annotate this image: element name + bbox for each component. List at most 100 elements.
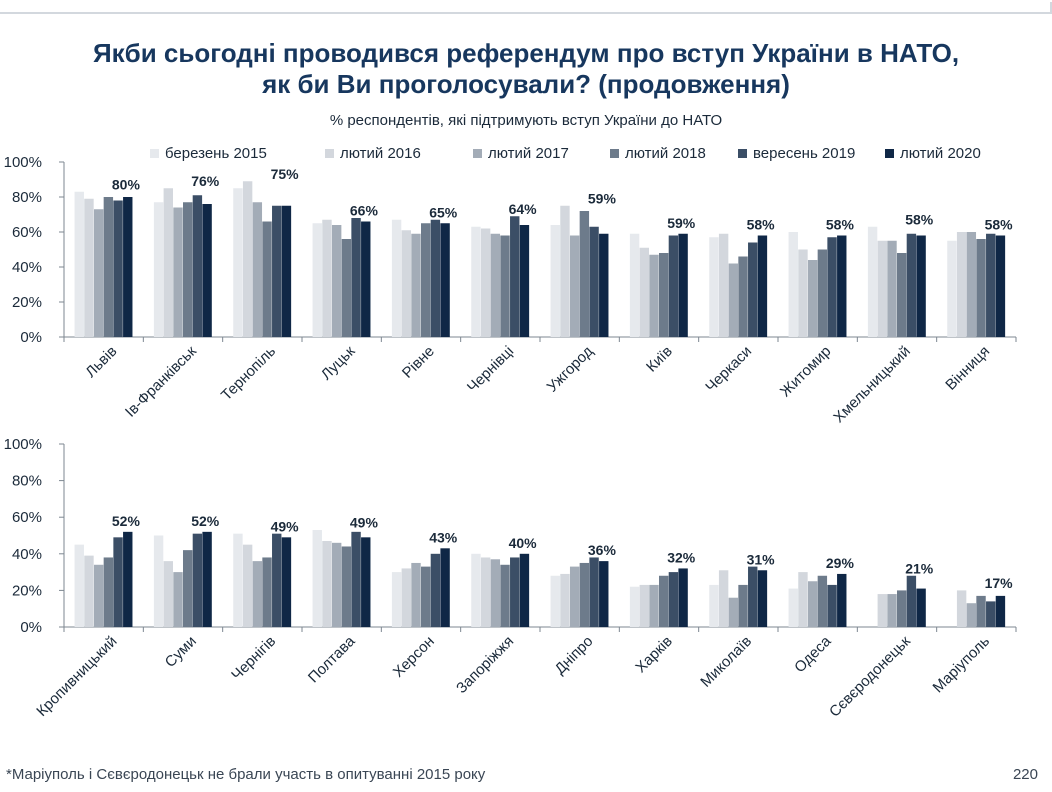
y-tick-label: 20% [12,294,42,311]
bar-4 [500,235,510,337]
bar-3 [649,254,659,337]
category-label: Луцьк [318,343,359,384]
bar-6 [757,570,768,627]
bar-3 [93,209,104,337]
bar-1 [788,588,798,627]
bar-4 [341,546,352,627]
category-label: Ів-Франківськ [122,342,200,420]
y-tick-label: 80% [12,189,42,206]
data-label: 76% [191,173,220,189]
bar-1 [947,240,957,337]
legend-label: березень 2015 [165,145,267,162]
data-label: 59% [667,215,696,231]
bar-4 [421,223,431,337]
data-label: 52% [112,513,141,529]
data-label: 49% [271,518,300,534]
bar-2 [560,205,570,337]
bar-2 [560,573,570,627]
bar-5 [430,219,441,337]
bar-2 [163,188,173,337]
bar-1 [550,225,560,337]
bar-6 [519,553,530,627]
bar-6 [202,204,212,337]
bar-4 [579,211,590,337]
category-label: Сєвєродонецьк [826,633,914,721]
bar-4 [817,575,828,627]
bar-1 [312,223,322,337]
data-label: 64% [509,201,538,217]
bar-5 [748,242,758,337]
bar-4 [738,256,748,337]
bar-4 [659,575,669,627]
bar-2 [84,555,94,627]
bar-2 [798,572,808,627]
bar-6 [916,588,926,627]
bar-4 [500,564,510,627]
category-label: Дніпро [552,633,597,678]
bar-3 [331,542,342,627]
bar-1 [629,233,640,337]
bar-6 [757,235,768,337]
chart-panel-2: 0% 20% 40% 60% 80% 100% 52% Кропивницький 52% Сум… [4,436,1017,721]
bar-5 [510,557,520,627]
chart-legend: березень 2015 лютий 2016 лютий 2017 лютий 2… [150,145,1030,167]
data-label: 58% [985,217,1014,233]
bar-3 [252,561,263,627]
data-label: 43% [429,529,458,545]
bar-3 [490,233,501,337]
bar-4 [579,562,590,627]
y-tick-label: 20% [12,582,42,599]
bar-2 [163,561,173,627]
data-label: 65% [429,204,458,220]
bar-5 [192,195,203,337]
bar-3 [411,233,421,337]
category-label: Полтава [305,632,359,686]
bar-3 [331,225,342,337]
page-title: Якби сьогодні проводився референдум про … [0,38,1052,100]
bar-5 [668,235,679,337]
bar-5 [430,553,441,627]
bar-1 [867,226,878,337]
bar-6 [123,531,133,627]
bar-2 [718,570,729,627]
category-label: Одеса [791,632,835,676]
bar-1 [391,219,402,337]
page-number: 220 [1012,766,1038,783]
data-label: 29% [826,555,855,571]
bar-3 [728,597,739,627]
category-label: Харків [632,633,676,677]
category-label: Маріуполь [930,633,994,697]
bar-4 [897,590,907,627]
bar-4 [976,595,986,627]
bar-5 [827,237,837,337]
category-label: Ужгород [544,343,597,396]
title-line-2: як би Ви проголосували? (продовження) [262,69,790,99]
y-tick-label: 100% [4,436,42,453]
bar-6 [361,537,371,627]
bar-4 [976,239,986,337]
category-label: Рівне [399,343,438,382]
bar-3 [807,260,818,337]
bar-6 [995,595,1006,627]
bar-2 [480,228,491,337]
bar-3 [966,232,977,337]
bar-6 [123,197,133,337]
bar-2 [242,544,253,627]
legend-swatch [150,149,159,158]
data-label: 32% [667,549,696,565]
category-label: Житомир [777,343,834,400]
bar-2 [401,568,411,627]
bar-5 [668,572,679,627]
category-label: Вінниця [942,343,993,394]
category-label: Хмельницький [830,343,914,427]
y-tick-label: 100% [4,154,42,171]
category-label: Херсон [390,633,438,681]
bar-6 [519,225,530,337]
bar-1 [391,572,402,627]
legend-label: лютий 2016 [340,145,421,162]
y-tick-label: 40% [12,546,42,563]
bar-3 [173,207,183,337]
legend-label: лютий 2018 [625,145,706,162]
bar-5 [906,233,917,337]
legend-item: лютий 2020 [885,145,981,162]
